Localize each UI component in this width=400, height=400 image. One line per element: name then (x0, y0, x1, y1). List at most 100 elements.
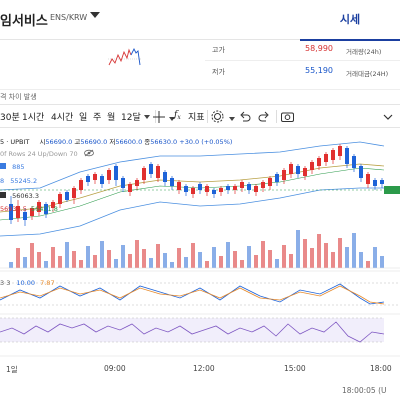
candle-body (289, 164, 293, 174)
market-header: 임서비스 ENS/KRW 시세 (0, 0, 400, 41)
ma2-legend: 56063.3 (0, 192, 39, 200)
volume-bar (65, 242, 69, 268)
tab-quote[interactable]: 시세 (300, 0, 400, 41)
volume-bar (352, 233, 356, 268)
period-label: 12달 (121, 113, 141, 123)
bollinger-lower (0, 187, 384, 237)
interval-1h[interactable]: 1시간 (22, 113, 45, 123)
low-label: 저가 (212, 68, 225, 76)
candle-body (226, 186, 230, 190)
candle-body (100, 176, 104, 184)
collapse-icon[interactable] (382, 111, 394, 123)
candle-body (212, 190, 216, 194)
volume-bar (163, 253, 167, 268)
volume-bar (219, 256, 223, 268)
interval-week[interactable]: 주 (93, 113, 102, 123)
price-tag (384, 186, 400, 194)
candle-body (380, 180, 384, 184)
volume-bar (268, 250, 272, 268)
fx-icon[interactable]: ƒx (174, 110, 181, 121)
undo-icon[interactable] (239, 111, 251, 123)
badge-green-value: 56421.8 (30, 205, 58, 213)
volume-bar (310, 248, 314, 268)
volume-bar (9, 262, 13, 268)
ma-legend: 8 55245.2 (0, 177, 37, 185)
candle-body (72, 188, 76, 198)
candle-body (23, 212, 27, 220)
rsi-band (0, 318, 384, 342)
divider (276, 110, 277, 123)
volume-bar (44, 261, 48, 268)
volume-bar (282, 245, 286, 268)
image-icon[interactable] (281, 111, 294, 122)
candle-body (345, 148, 349, 164)
settings-icon[interactable] (211, 110, 224, 123)
chevron-down-icon[interactable] (229, 117, 235, 121)
candle-body (121, 178, 125, 188)
notice-text: 격 차이 발생 (0, 93, 37, 101)
eye-icon[interactable] (83, 149, 94, 157)
volume-bar (149, 258, 153, 268)
stoch-d-value: 7.87 (40, 279, 55, 287)
stoch-k-line (0, 283, 385, 305)
time-label: 09:00 (104, 364, 126, 373)
candle-body (107, 170, 111, 180)
volume-bar (16, 248, 20, 268)
price-chart[interactable]: 5 · UPBIT 시56690.0 고56690.0 저56600.0 종56… (0, 128, 400, 400)
interval-4h[interactable]: 4시간 (51, 113, 74, 123)
volume-bar (184, 257, 188, 268)
indicator-legend: 0f Rows 24 Up/Down 70 (0, 149, 94, 158)
candle-body (114, 166, 118, 180)
legend-symbol: 5 · UPBIT (0, 138, 30, 146)
candle-body (282, 170, 286, 180)
interval-month[interactable]: 월 (107, 113, 116, 123)
volume-bar (100, 241, 104, 268)
volume-bar (114, 259, 118, 268)
chart-canvas[interactable] (0, 128, 400, 400)
legend-close-value: 56630.0 (150, 138, 178, 146)
interval-label: 30분 (0, 113, 20, 123)
volume-bar (366, 261, 370, 268)
sparkline (108, 47, 142, 66)
bb-value: 885 (12, 163, 25, 171)
volume-bar (177, 248, 181, 268)
high-value: 58,990 (305, 44, 333, 53)
volume-bar (86, 246, 90, 268)
chevron-down-icon[interactable] (169, 117, 175, 121)
indicator-button[interactable]: 지표 (188, 113, 205, 123)
volume-bar (212, 247, 216, 268)
volume-bar (128, 254, 132, 268)
volume-bar (156, 244, 160, 268)
volume-bar (121, 245, 125, 268)
amount-label: 거래대금(24H) (346, 70, 389, 78)
volume-bar (296, 230, 300, 268)
stoch-k-value: 10.00 (16, 279, 36, 287)
volume-bar (324, 243, 328, 268)
candle-body (177, 182, 181, 190)
candle-body (51, 202, 55, 208)
redo-icon[interactable] (258, 111, 270, 123)
legend-low-label: 저 (109, 138, 116, 146)
market-pair: ENS/KRW (50, 13, 88, 22)
volume-bar (226, 242, 230, 268)
crosshair-icon[interactable] (153, 111, 165, 123)
candle-body (184, 186, 188, 192)
chevron-down-icon[interactable] (90, 12, 100, 18)
volume-bar (345, 247, 349, 268)
candle-body (240, 182, 244, 188)
time-label: 1일 (6, 365, 18, 374)
candle-body (254, 186, 258, 192)
period-select[interactable]: 12달 (121, 110, 150, 123)
interval-day[interactable]: 일 (79, 113, 88, 123)
volume-bar (380, 256, 384, 268)
volume-bar (142, 249, 146, 268)
candle-body (149, 164, 153, 174)
volume-bar (359, 252, 363, 268)
stoch-label: 3 3 (0, 279, 11, 287)
bollinger-upper (0, 141, 385, 191)
interval-30m[interactable]: 30분 (0, 110, 20, 123)
legend-low-value: 56600.0 (115, 138, 143, 146)
volume-bar (107, 250, 111, 268)
candle-body (30, 208, 34, 216)
candle-body (142, 168, 146, 180)
